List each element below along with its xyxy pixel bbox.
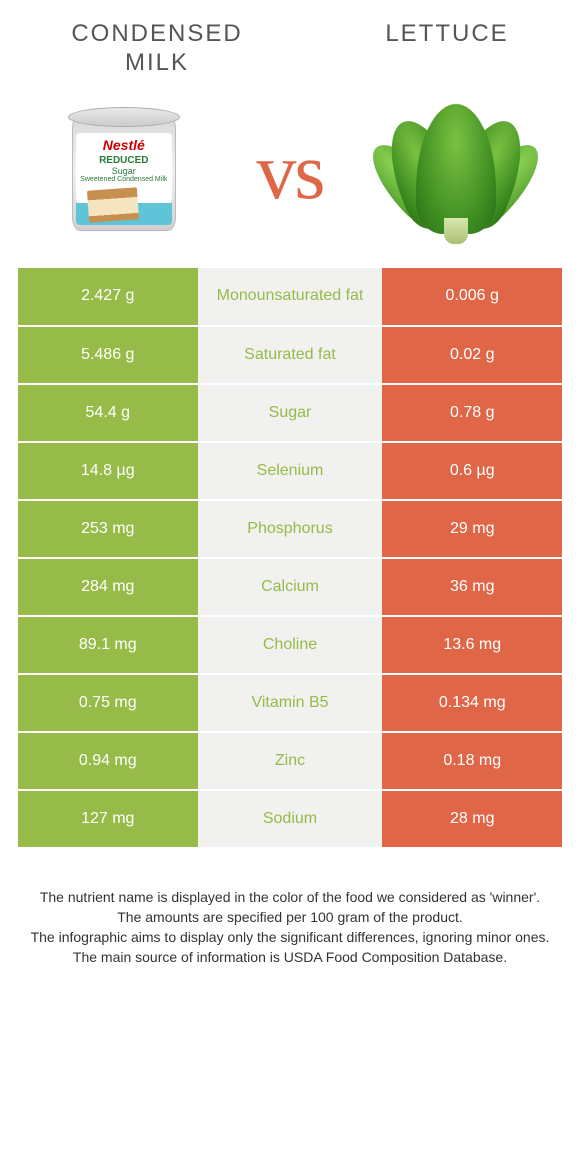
cell-right: 0.6 µg	[382, 442, 562, 500]
comparison-table: 2.427 gMonounsaturated fat0.006 g5.486 g…	[18, 268, 562, 849]
cell-nutrient: Vitamin B5	[198, 674, 383, 732]
can-brand: Nestlé	[80, 137, 168, 153]
footer-line: The amounts are specified per 100 gram o…	[30, 907, 550, 927]
cell-right: 0.78 g	[382, 384, 562, 442]
can-sub2: Sugar	[80, 166, 168, 176]
table-row: 54.4 gSugar0.78 g	[18, 384, 562, 442]
food-left-title: CONDENSED MILK	[71, 20, 242, 78]
cell-nutrient: Calcium	[198, 558, 383, 616]
cell-right: 13.6 mg	[382, 616, 562, 674]
table-row: 0.94 mgZinc0.18 mg	[18, 732, 562, 790]
vs-label: vs	[256, 127, 323, 218]
table-body: 2.427 gMonounsaturated fat0.006 g5.486 g…	[18, 268, 562, 848]
food-left-image: Nestlé REDUCED Sugar Sweetened Condensed…	[49, 98, 199, 248]
cell-right: 28 mg	[382, 790, 562, 848]
cell-left: 127 mg	[18, 790, 198, 848]
table-row: 2.427 gMonounsaturated fat0.006 g	[18, 268, 562, 326]
cell-left: 5.486 g	[18, 326, 198, 384]
cell-right: 29 mg	[382, 500, 562, 558]
table-row: 253 mgPhosphorus29 mg	[18, 500, 562, 558]
images-row: Nestlé REDUCED Sugar Sweetened Condensed…	[0, 88, 580, 268]
cell-right: 0.18 mg	[382, 732, 562, 790]
cell-nutrient: Monounsaturated fat	[198, 268, 383, 326]
cell-nutrient: Choline	[198, 616, 383, 674]
cell-nutrient: Zinc	[198, 732, 383, 790]
cell-right: 0.02 g	[382, 326, 562, 384]
cell-left: 253 mg	[18, 500, 198, 558]
footer-line: The nutrient name is displayed in the co…	[30, 887, 550, 907]
table-row: 5.486 gSaturated fat0.02 g	[18, 326, 562, 384]
header: CONDENSED MILK LETTUCE	[0, 0, 580, 88]
cell-left: 14.8 µg	[18, 442, 198, 500]
cell-nutrient: Sugar	[198, 384, 383, 442]
cell-nutrient: Sodium	[198, 790, 383, 848]
footer-notes: The nutrient name is displayed in the co…	[0, 849, 580, 968]
cell-nutrient: Selenium	[198, 442, 383, 500]
table-row: 127 mgSodium28 mg	[18, 790, 562, 848]
cell-nutrient: Saturated fat	[198, 326, 383, 384]
cell-left: 284 mg	[18, 558, 198, 616]
table-row: 0.75 mgVitamin B50.134 mg	[18, 674, 562, 732]
can-sub3: Sweetened Condensed Milk	[80, 176, 168, 183]
food-right-title: LETTUCE	[385, 20, 508, 78]
cell-left: 89.1 mg	[18, 616, 198, 674]
cell-right: 0.134 mg	[382, 674, 562, 732]
table-row: 89.1 mgCholine13.6 mg	[18, 616, 562, 674]
cell-nutrient: Phosphorus	[198, 500, 383, 558]
cell-left: 0.94 mg	[18, 732, 198, 790]
cell-left: 2.427 g	[18, 268, 198, 326]
cell-left: 54.4 g	[18, 384, 198, 442]
cell-right: 36 mg	[382, 558, 562, 616]
footer-line: The main source of information is USDA F…	[30, 947, 550, 967]
footer-line: The infographic aims to display only the…	[30, 927, 550, 947]
cell-left: 0.75 mg	[18, 674, 198, 732]
food-right-image	[381, 98, 531, 248]
cell-right: 0.006 g	[382, 268, 562, 326]
table-row: 284 mgCalcium36 mg	[18, 558, 562, 616]
can-sub1: REDUCED	[80, 155, 168, 166]
table-row: 14.8 µgSelenium0.6 µg	[18, 442, 562, 500]
